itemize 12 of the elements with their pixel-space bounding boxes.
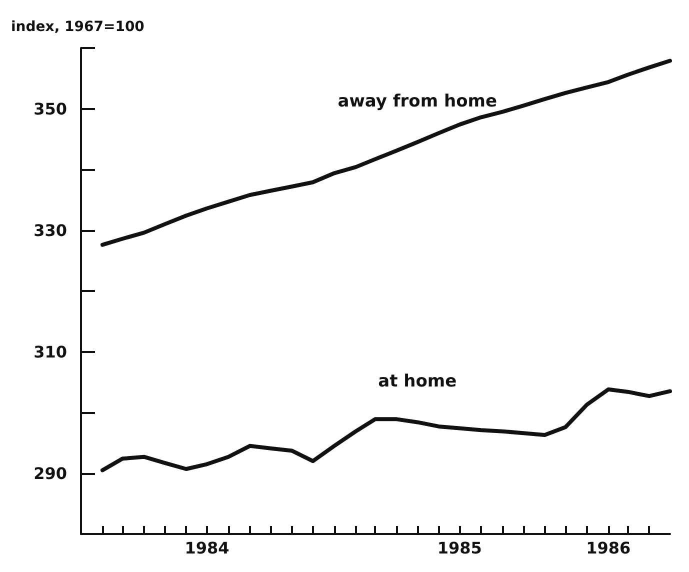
x-tick-label: 1986 (586, 538, 631, 558)
line-series (100, 58, 672, 247)
y-tick-label: 310 (34, 342, 67, 362)
y-tick-label: 330 (34, 220, 67, 240)
line-series (100, 387, 672, 472)
series-label: at home (378, 372, 457, 392)
y-tick-label: 350 (34, 99, 67, 118)
x-tick-label: 1984 (184, 538, 230, 558)
series-label: away from home (338, 92, 497, 112)
y-axis-title: index, 1967=100 (11, 19, 145, 35)
y-tick-label: 290 (34, 464, 67, 483)
x-tick-label: 1985 (437, 538, 482, 558)
